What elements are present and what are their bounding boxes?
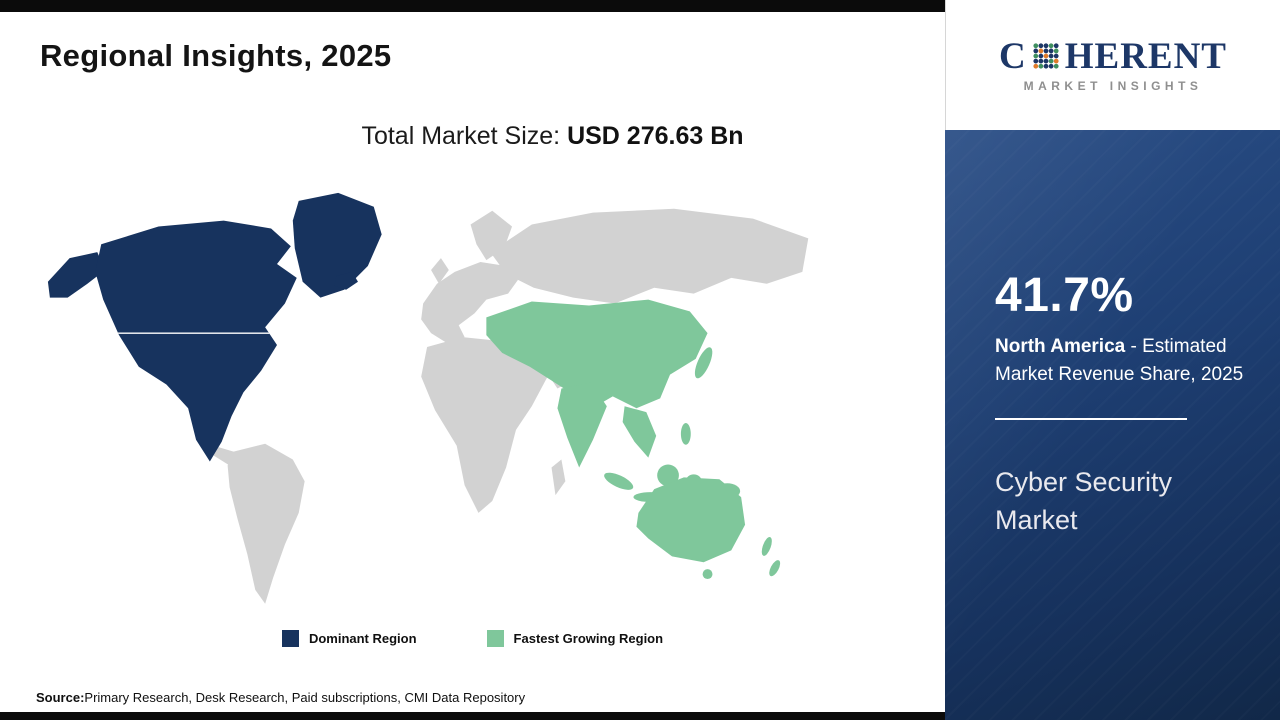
- market-size-label: Total Market Size:: [361, 122, 568, 150]
- region-alaska: [47, 252, 106, 298]
- revenue-share-value: 41.7%: [995, 269, 1134, 322]
- region-europe: [421, 262, 518, 344]
- island-sumatra: [604, 472, 634, 490]
- region-iceland: [334, 271, 358, 290]
- infographic-content: Regional Insights, 2025 Total Market Siz…: [0, 12, 945, 682]
- logo-brand: C HERENT: [999, 38, 1227, 75]
- region-africa: [421, 337, 548, 513]
- left-section: Regional Insights, 2025 Total Market Siz…: [0, 0, 945, 720]
- region-southeast-asia: [622, 406, 657, 458]
- map-fastest-growing-region: [486, 299, 781, 580]
- market-size-subtitle: Total Market Size: USD 276.63 Bn: [0, 122, 945, 151]
- market-name: Cyber Security Market: [995, 467, 1173, 535]
- region-new-zealand: [761, 537, 781, 577]
- region-greenland: [292, 192, 382, 298]
- page-title: Regional Insights, 2025: [40, 38, 392, 73]
- island-philippines: [680, 423, 691, 445]
- logo-brand-prefix: C: [999, 35, 1027, 77]
- legend-item-dominant: Dominant Region: [281, 629, 417, 647]
- island-borneo: [657, 464, 679, 487]
- region-australia: [636, 477, 746, 563]
- logo-brand-suffix: HERENT: [1064, 35, 1227, 77]
- market-size-value: USD 276.63 Bn: [567, 122, 744, 150]
- top-bar: [0, 0, 945, 12]
- nz-north-island: [761, 537, 772, 556]
- region-tasmania: [702, 569, 713, 580]
- logo-subtitle: MARKET INSIGHTS: [1023, 78, 1203, 93]
- source-label: Source:: [36, 689, 85, 705]
- legend-swatch-fastest-growing: [486, 629, 504, 647]
- legend: Dominant Region Fastest Growing Region: [0, 629, 945, 647]
- nz-south-island: [769, 560, 781, 577]
- region-japan: [694, 347, 713, 379]
- region-united-kingdom: [431, 258, 449, 284]
- legend-item-fastest-growing: Fastest Growing Region: [486, 629, 664, 647]
- region-name: North America: [995, 336, 1126, 357]
- bottom-bar: [0, 712, 945, 720]
- map-dominant-region: [47, 192, 382, 462]
- region-south-america: [227, 443, 305, 604]
- right-section: C HERENT MARKET INSIGHTS 41.7% North Ame…: [945, 0, 1280, 720]
- share-description-text: - Estimated Market Revenue Share, 2025: [995, 336, 1244, 385]
- legend-swatch-dominant: [281, 629, 299, 647]
- legend-label-fastest-growing: Fastest Growing Region: [513, 630, 664, 646]
- region-central-east-asia: [486, 299, 708, 411]
- divider-line: [995, 418, 1187, 421]
- info-panel: 41.7% North America - Estimated Market R…: [945, 130, 1280, 720]
- source-text: Primary Research, Desk Research, Paid su…: [84, 689, 526, 705]
- revenue-share-description: North America - Estimated Market Revenue…: [995, 333, 1246, 388]
- logo-globe-icon: [1033, 43, 1059, 69]
- world-map-container: [40, 187, 830, 612]
- legend-label-dominant: Dominant Region: [308, 630, 417, 646]
- logo-box: C HERENT MARKET INSIGHTS: [945, 0, 1280, 130]
- region-russia: [490, 208, 809, 304]
- region-india: [557, 382, 607, 468]
- source-bar: Source: Primary Research, Desk Research,…: [0, 682, 945, 712]
- region-north-america: [95, 220, 297, 462]
- world-map: [47, 192, 809, 604]
- region-madagascar: [551, 459, 566, 496]
- region-korea: [677, 345, 690, 365]
